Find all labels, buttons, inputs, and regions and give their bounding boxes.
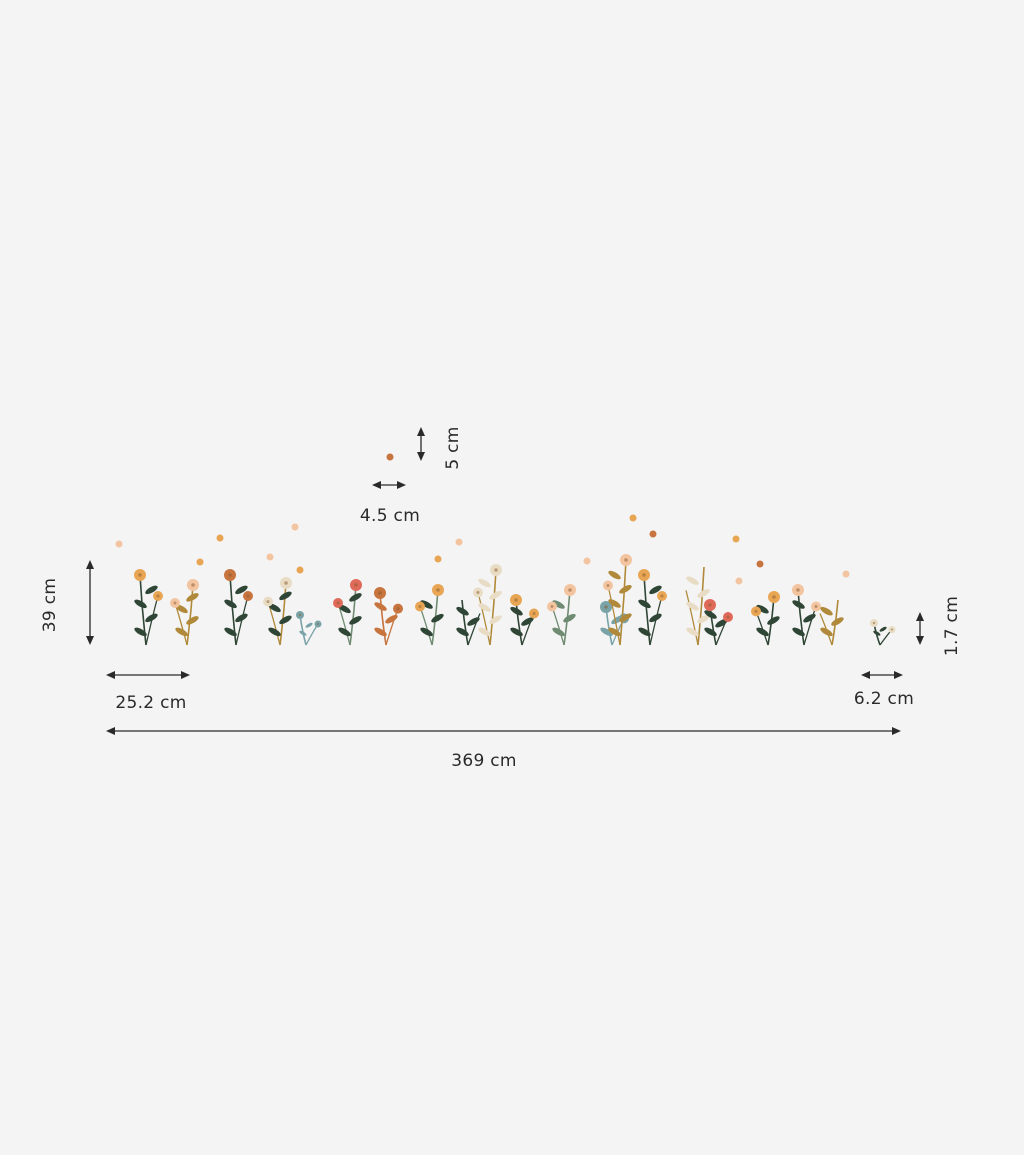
plant bbox=[456, 599, 481, 646]
confetti-flower bbox=[196, 558, 204, 566]
height-arrow bbox=[86, 560, 94, 645]
plant bbox=[638, 569, 667, 646]
confetti-flower bbox=[756, 560, 764, 568]
plant bbox=[510, 594, 539, 646]
large-plant-width-label: 25.2 cm bbox=[115, 693, 187, 713]
confetti-flower bbox=[291, 523, 299, 531]
total-width-arrow bbox=[106, 727, 901, 735]
plant bbox=[603, 554, 632, 646]
confetti-flower bbox=[386, 453, 394, 461]
confetti-flower bbox=[842, 570, 850, 578]
plant bbox=[473, 564, 502, 646]
confetti-width-label: 4.5 cm bbox=[359, 506, 421, 526]
confetti-flower bbox=[732, 535, 740, 543]
small-plant-width-label: 6.2 cm bbox=[853, 689, 915, 709]
plant bbox=[685, 566, 710, 646]
confetti-height-label: 5 cm bbox=[443, 426, 463, 470]
plant bbox=[296, 611, 322, 646]
confetti-flower bbox=[455, 538, 463, 546]
confetti-flower bbox=[434, 555, 442, 563]
plant bbox=[819, 599, 844, 646]
confetti-width-arrow bbox=[372, 481, 406, 489]
plant bbox=[415, 584, 444, 646]
plant bbox=[547, 584, 576, 646]
confetti-flower bbox=[296, 566, 304, 574]
plant bbox=[792, 584, 821, 646]
plant bbox=[870, 619, 896, 646]
small-plant-width-arrow bbox=[861, 671, 903, 679]
plant bbox=[751, 591, 780, 646]
large-plant-width-arrow bbox=[106, 671, 190, 679]
plant bbox=[134, 569, 163, 646]
confetti-flower bbox=[735, 577, 743, 585]
confetti-flower bbox=[266, 553, 274, 561]
small-plant-height-arrow bbox=[916, 612, 924, 645]
total-width-label: 369 cm bbox=[451, 751, 517, 771]
confetti-height-arrow bbox=[417, 427, 425, 461]
plant bbox=[170, 579, 199, 646]
confetti-flower bbox=[115, 540, 123, 548]
plant bbox=[333, 579, 362, 646]
confetti-flower bbox=[629, 514, 637, 522]
small-plant-height-label: 1.7 cm bbox=[942, 595, 962, 657]
confetti-flower bbox=[216, 534, 224, 542]
height-label: 39 cm bbox=[40, 577, 60, 633]
plant bbox=[224, 569, 253, 646]
confetti-flower bbox=[583, 557, 591, 565]
plant bbox=[704, 599, 733, 646]
confetti-flower bbox=[649, 530, 657, 538]
plant bbox=[374, 587, 403, 646]
plant bbox=[263, 577, 292, 646]
